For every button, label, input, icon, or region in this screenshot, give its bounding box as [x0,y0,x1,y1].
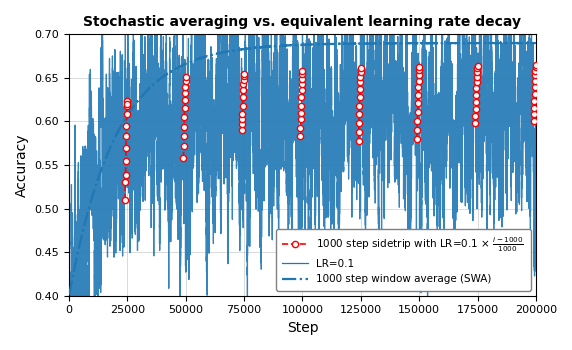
Legend: 1000 step sidetrip with LR=0.1 $\times$ $\frac{i-1000}{1000}$, LR=0.1, 1000 step: 1000 step sidetrip with LR=0.1 $\times$ … [276,229,531,290]
X-axis label: Step: Step [287,321,318,335]
Y-axis label: Accuracy: Accuracy [15,133,29,197]
Title: Stochastic averaging vs. equivalent learning rate decay: Stochastic averaging vs. equivalent lear… [84,15,522,29]
